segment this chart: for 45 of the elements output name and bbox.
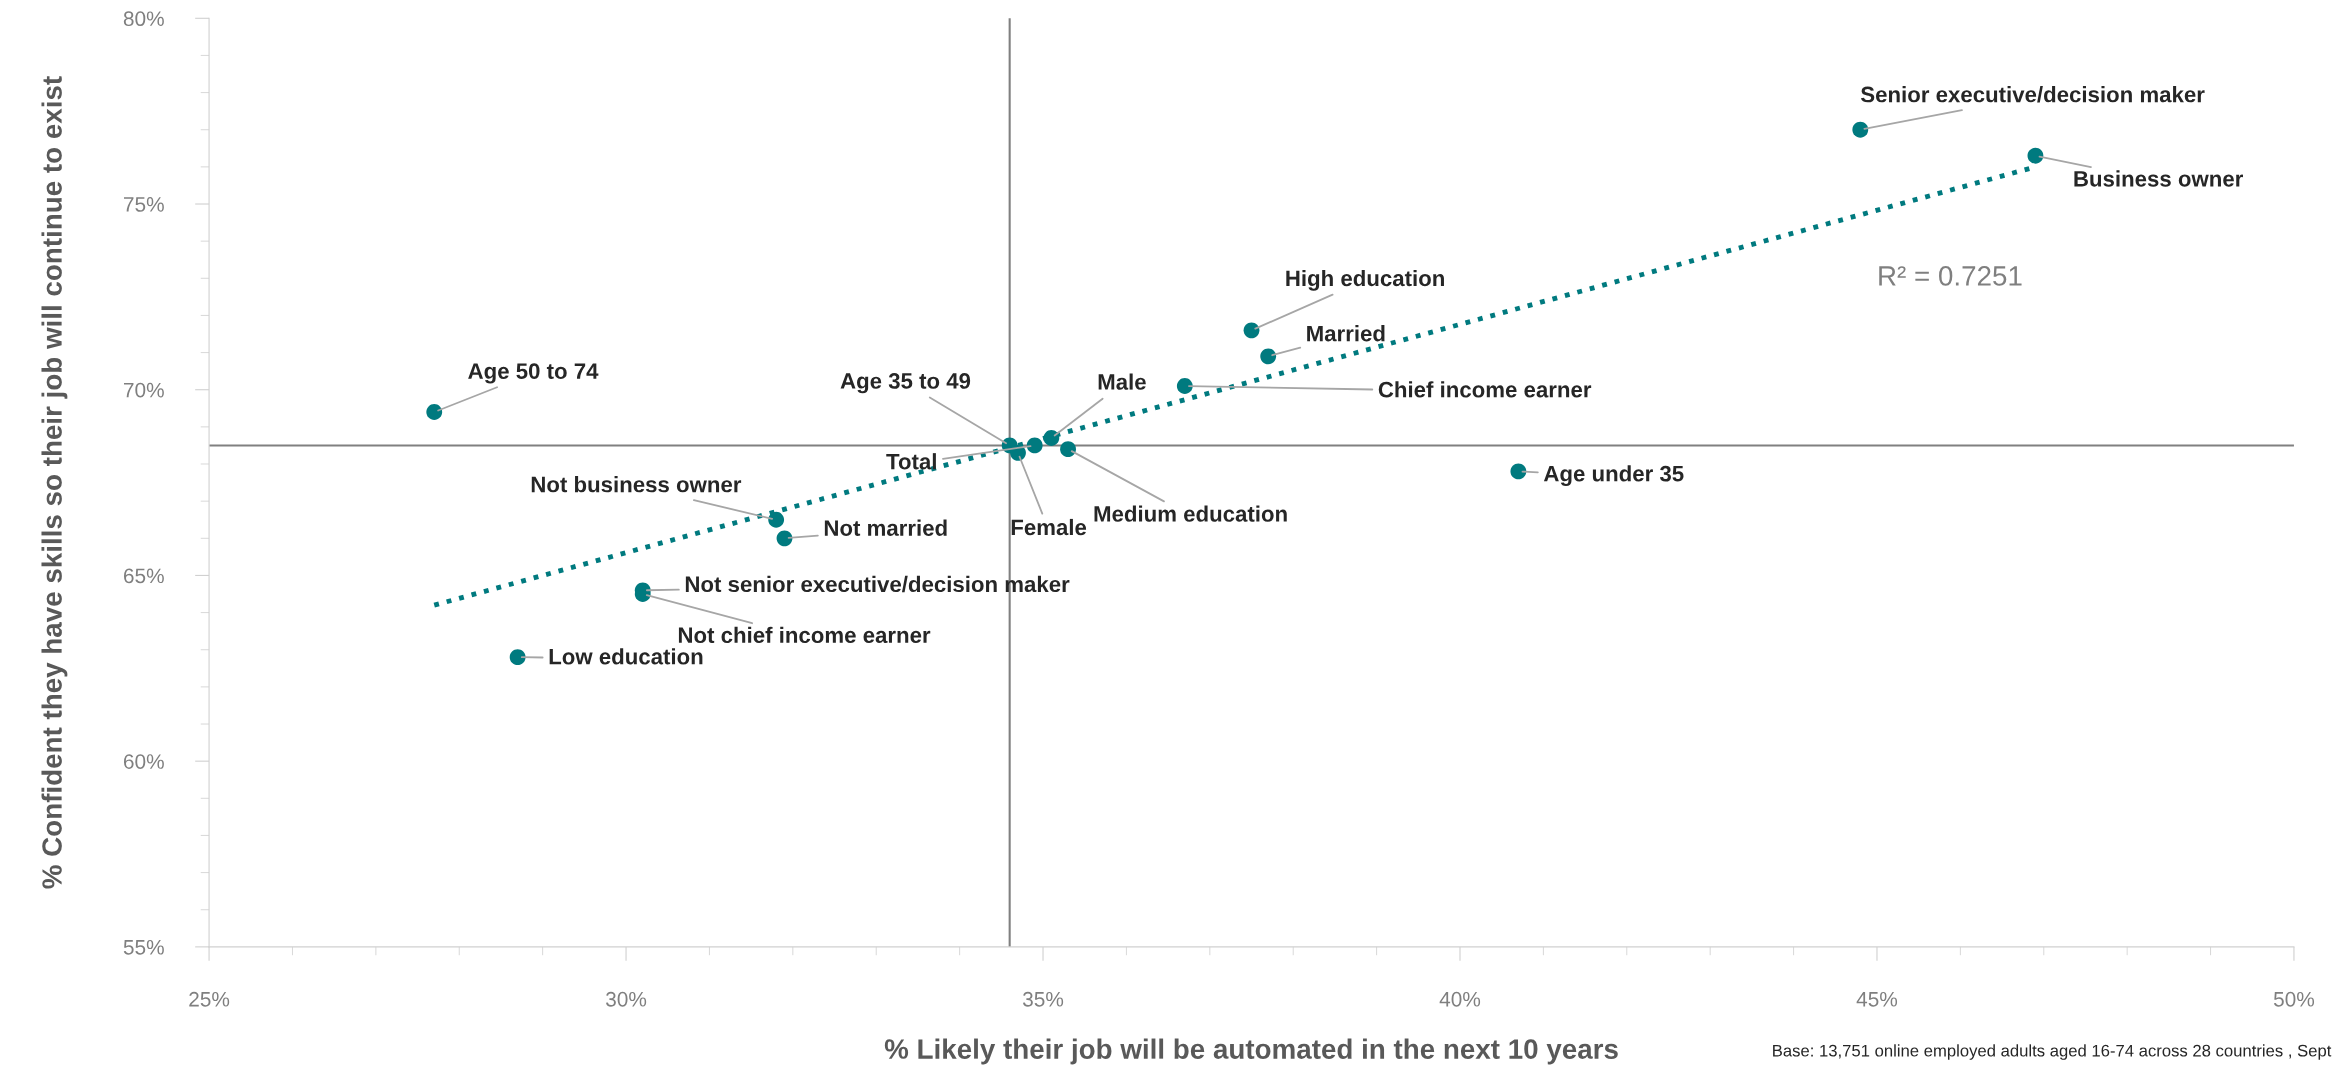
y-tick-label: 55% <box>123 939 164 955</box>
y-tick-label: 70% <box>124 382 164 398</box>
point <box>776 530 793 547</box>
x-axis-title: % Likely their job will be automated in the next 10 years <box>884 1038 1618 1065</box>
x-tick-label: 35% <box>1022 991 1064 1007</box>
annotation: High education <box>1286 269 1444 291</box>
point <box>1060 441 1076 458</box>
point <box>1176 378 1193 394</box>
annotation: Female <box>1011 518 1087 536</box>
annotation: Low education <box>549 648 703 665</box>
point <box>1243 322 1260 339</box>
text: Base: 13,751 online employed adults aged 16-74 across 28 countries , Sept <box>1773 1044 2332 1060</box>
point <box>509 649 526 666</box>
annotation: Business owner <box>2074 170 2244 187</box>
annotation: Age 35 to 49 <box>840 373 971 394</box>
annotation: Age under 35 <box>1543 465 1684 487</box>
point <box>2027 147 2044 164</box>
annotation: Medium education <box>1094 505 1287 522</box>
y-tick-label: 65% <box>123 568 164 584</box>
annotation: Total <box>886 453 936 470</box>
annotation: Male <box>1098 373 1146 390</box>
point <box>1852 121 1869 138</box>
point <box>1510 463 1527 480</box>
point <box>426 404 443 420</box>
point <box>768 511 785 528</box>
annotation: Age 50 to 74 <box>468 363 599 384</box>
annotation: Not chief income earner <box>678 626 931 644</box>
x-tick-label: 25% <box>189 991 230 1007</box>
y-axis-title: % Confident they have skills so their job will continue to exist <box>41 76 68 889</box>
y-tick-label: 75% <box>124 197 164 212</box>
point <box>1043 430 1060 446</box>
annotation: Chief income earner <box>1378 381 1592 398</box>
x-tick-label: 45% <box>1856 991 1898 1007</box>
annotation: R² = 0.7251 <box>1879 266 2022 286</box>
annotation: Not business owner <box>531 476 742 493</box>
point <box>1260 348 1277 365</box>
x-tick-label: 30% <box>605 991 647 1007</box>
x-tick-label: 40% <box>1439 991 1481 1007</box>
annotation: Married <box>1307 325 1385 342</box>
y-tick-label: 60% <box>123 754 164 769</box>
annotation: Senior executive/decision maker <box>1860 86 2205 103</box>
y-tick-label: 80% <box>123 11 164 27</box>
x-tick-label: 50% <box>2273 991 2315 1007</box>
point <box>1026 437 1043 454</box>
annotation: Not married <box>824 519 947 536</box>
